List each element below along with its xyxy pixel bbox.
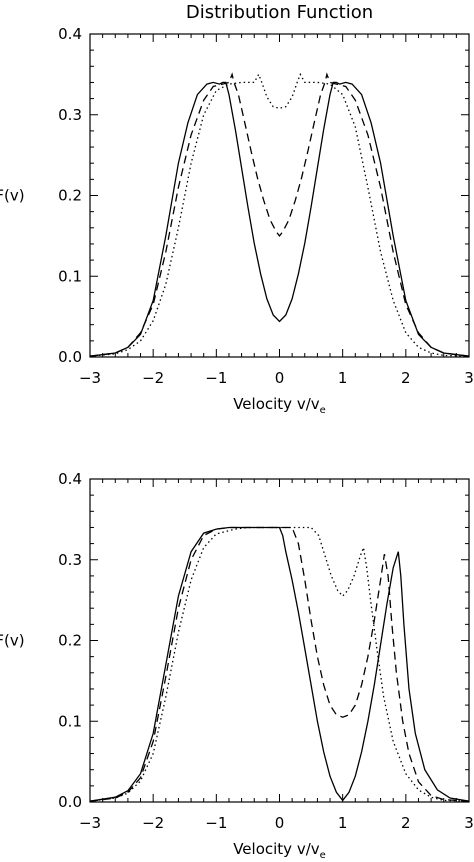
x-tick-label: −3 <box>79 369 101 387</box>
x-tick-label: 1 <box>338 369 348 387</box>
x-axis-label-main: Velocity v/v <box>233 395 320 413</box>
x-tick-label: −1 <box>205 369 227 387</box>
y-tick-label: 0.2 <box>58 632 82 650</box>
x-tick-label: 2 <box>401 369 411 387</box>
x-axis-label: Velocity v/ve <box>233 395 326 416</box>
axis-ticks: −3 −2 −1 0 1 2 3 0.0 0.1 0.2 0.3 0.4 <box>58 470 474 832</box>
y-tick-label: 0.3 <box>58 106 82 124</box>
x-tick-label: −2 <box>142 814 164 832</box>
x-tick-label: 0 <box>275 814 285 832</box>
top-distribution-panel: Distribution Function F(v) Velocity v/ve… <box>0 2 474 416</box>
x-tick-label: −1 <box>205 814 227 832</box>
y-axis-label: F(v) <box>0 632 25 650</box>
y-tick-label: 0.4 <box>58 470 82 488</box>
series-line-solid <box>89 81 470 357</box>
x-tick-label: 3 <box>464 369 474 387</box>
series-line-dotted <box>89 526 470 802</box>
x-tick-label: 2 <box>401 814 411 832</box>
x-tick-label: 1 <box>338 814 348 832</box>
x-tick-label: 0 <box>275 369 285 387</box>
y-tick-label: 0.3 <box>58 551 82 569</box>
axis-ticks: −3 −2 −1 0 1 2 3 0.0 0.1 0.2 0.3 0.4 <box>58 25 474 387</box>
y-tick-label: 0.0 <box>58 793 82 811</box>
x-tick-label: 3 <box>464 814 474 832</box>
plot-frame <box>89 33 470 358</box>
x-axis-label-main: Velocity v/v <box>233 840 320 858</box>
x-axis-label-subscript: e <box>320 405 326 416</box>
series-line-dotted <box>89 72 470 357</box>
y-tick-label: 0.4 <box>58 25 82 43</box>
series-line-solid <box>89 526 470 802</box>
y-tick-label: 0.2 <box>58 187 82 205</box>
x-tick-label: −3 <box>79 814 101 832</box>
chart-title: Distribution Function <box>186 2 373 23</box>
y-tick-label: 0.0 <box>58 348 82 366</box>
y-tick-label: 0.1 <box>58 712 82 730</box>
x-axis-label: Velocity v/ve <box>233 840 326 861</box>
series-line-dashed <box>89 72 470 357</box>
y-axis-label: F(v) <box>0 187 25 205</box>
x-tick-label: −2 <box>142 369 164 387</box>
x-axis-label-subscript: e <box>320 850 326 861</box>
y-tick-label: 0.1 <box>58 267 82 285</box>
bottom-distribution-panel: F(v) Velocity v/ve −3 −2 −1 0 1 2 3 0.0 0.1 0.2 0.… <box>0 470 474 861</box>
series-layer <box>89 72 470 357</box>
series-layer <box>89 526 470 802</box>
series-line-dashed <box>89 526 470 802</box>
